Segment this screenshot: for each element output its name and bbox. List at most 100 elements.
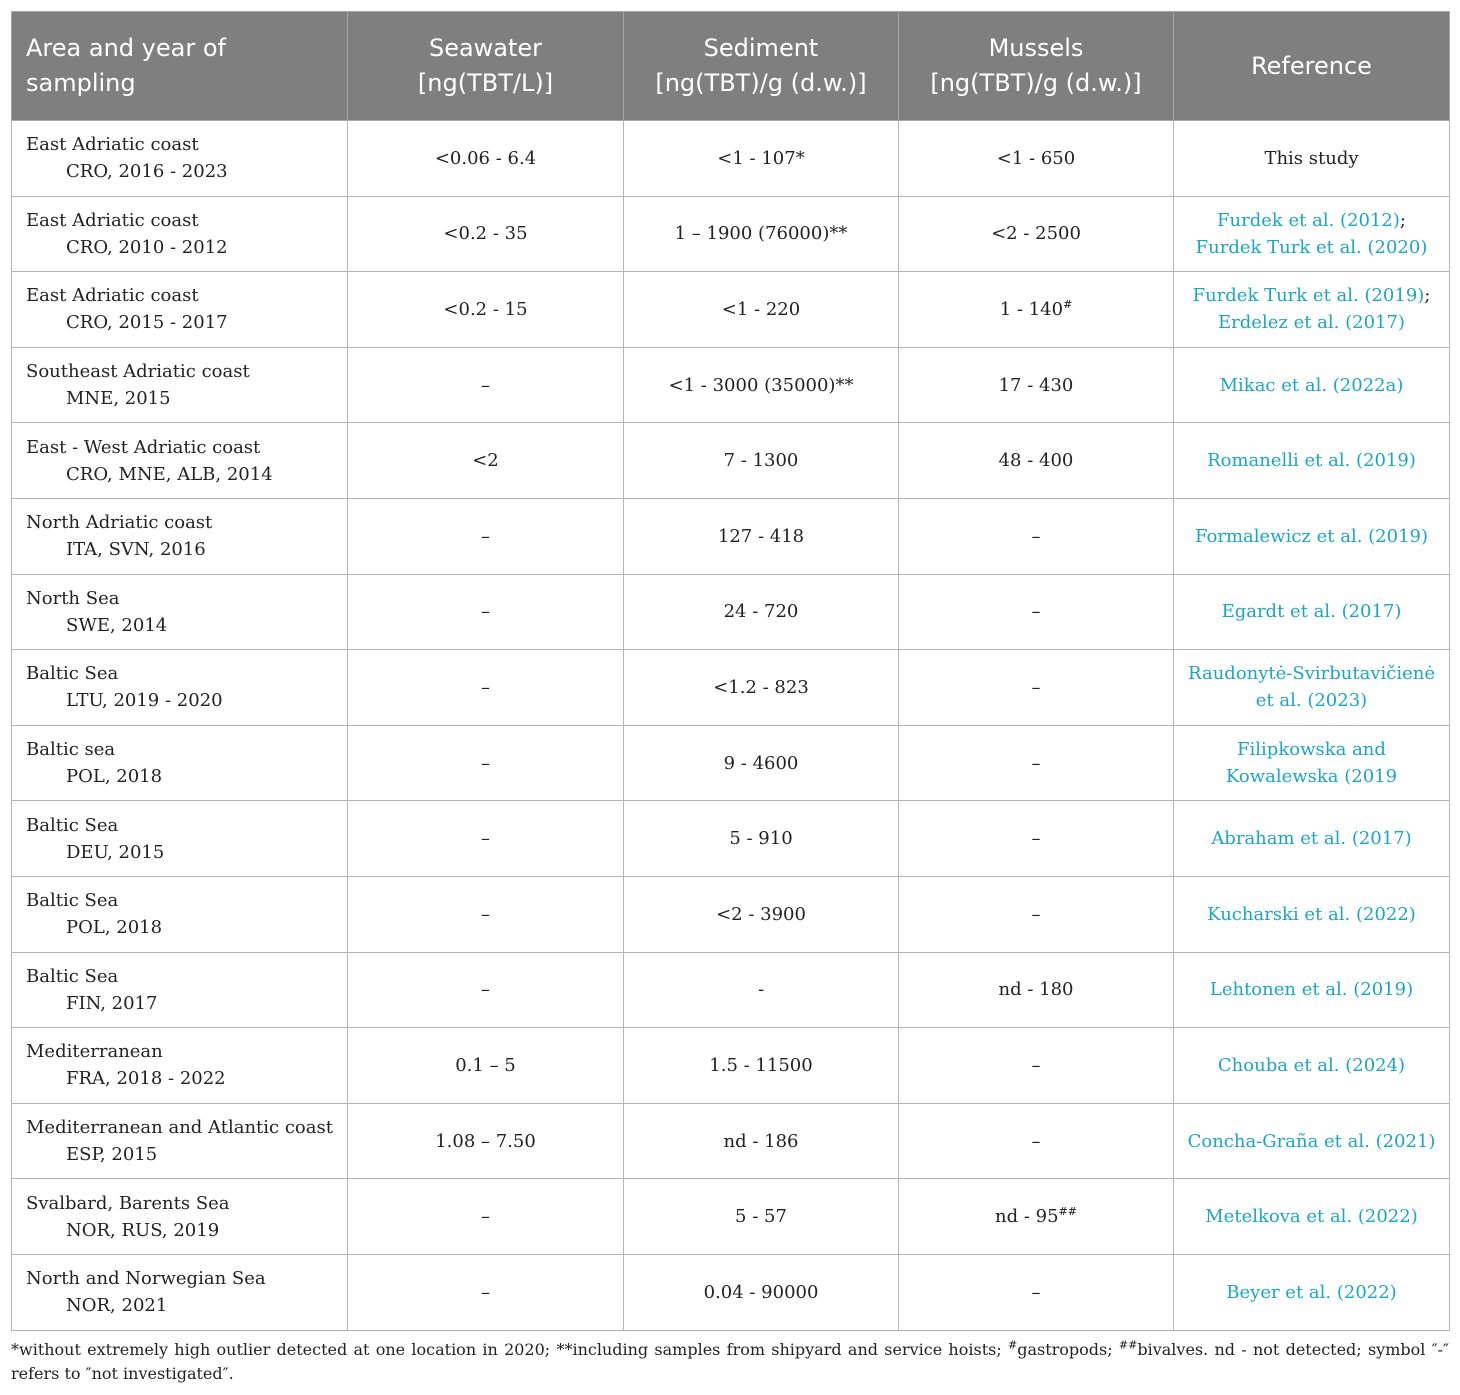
table-row: North and Norwegian Sea NOR, 2021 –0.04 - …: [11, 1253, 1450, 1331]
reference-link[interactable]: Egardt et al. (2017): [1221, 601, 1402, 623]
cell-mussels: –: [898, 724, 1174, 802]
cell-area: Baltic sea POL, 2018: [11, 724, 348, 802]
cell-mussels: nd - 180: [898, 951, 1174, 1029]
cell-seawater: 1.08 – 7.50: [347, 1102, 624, 1180]
area-country-year: FIN, 2017: [66, 992, 158, 1014]
area-name: Baltic Sea: [26, 890, 119, 912]
cell-reference: Romanelli et al. (2019): [1173, 422, 1450, 499]
cell-mussels: 1 - 140#: [898, 271, 1174, 348]
cell-area: North and Norwegian Sea NOR, 2021: [11, 1253, 348, 1331]
cell-sediment: 0.04 - 90000: [623, 1253, 899, 1331]
reference-link-secondary[interactable]: Erdelez et al. (2017): [1218, 312, 1405, 334]
table-row: Mediterranean and Atlantic coast ESP, 201…: [11, 1102, 1450, 1180]
reference-link[interactable]: Romanelli et al. (2019): [1207, 450, 1416, 472]
cell-reference: Chouba et al. (2024): [1173, 1027, 1450, 1104]
cell-mussels: –: [898, 875, 1174, 953]
cell-reference: Furdek et al. (2012); Furdek Turk et al.…: [1173, 195, 1450, 273]
area-name: North and Norwegian Sea: [26, 1268, 266, 1290]
reference-separator: ;: [1424, 285, 1431, 307]
cell-area: Baltic Sea FIN, 2017: [11, 951, 348, 1029]
area-country-year: POL, 2018: [66, 917, 163, 939]
cell-mussels: –: [898, 800, 1174, 877]
cell-sediment: <1.2 - 823: [623, 649, 899, 726]
table-row: Baltic sea POL, 2018 –9 - 4600– Filipkowska…: [11, 724, 1450, 802]
reference-link[interactable]: Concha-Graña et al. (2021): [1187, 1130, 1436, 1152]
cell-reference: Abraham et al. (2017): [1173, 800, 1450, 877]
cell-area: Baltic Sea LTU, 2019 - 2020: [11, 649, 348, 726]
cell-sediment: <1 - 3000 (35000)**: [623, 346, 899, 424]
table-row: East Adriatic coast CRO, 2010 - 2012 <0.2 …: [11, 195, 1450, 273]
area-country-year: CRO, 2010 - 2012: [66, 236, 228, 258]
cell-reference: Concha-Graña et al. (2021): [1173, 1102, 1450, 1180]
table-body: East Adriatic coast CRO, 2016 - 2023 <0.06…: [11, 120, 1450, 1331]
area-country-year: DEU, 2015: [66, 841, 165, 863]
area-name: North Sea: [26, 587, 120, 609]
reference-link[interactable]: Mikac et al. (2022a): [1219, 374, 1404, 396]
reference-link: This study: [1264, 147, 1359, 169]
cell-area: North Adriatic coast ITA, SVN, 2016: [11, 497, 348, 575]
cell-seawater: –: [347, 1253, 624, 1331]
area-country-year: FRA, 2018 - 2022: [66, 1068, 226, 1090]
cell-reference: Filipkowska and Kowalewska (2019: [1173, 724, 1450, 802]
cell-sediment: <2 - 3900: [623, 875, 899, 953]
reference-link[interactable]: Furdek et al. (2012): [1217, 209, 1400, 231]
cell-sediment: <1 - 220: [623, 271, 899, 348]
cell-area: North Sea SWE, 2014: [11, 573, 348, 651]
cell-seawater: <0.2 - 35: [347, 195, 624, 273]
table-header: Area and year of sampling Seawater [ng(TB…: [11, 11, 1450, 121]
table-row: East - West Adriatic coast CRO, MNE, ALB,…: [11, 422, 1450, 499]
cell-seawater: –: [347, 724, 624, 802]
table-row: Mediterranean FRA, 2018 - 2022 0.1 – 5 1.5 …: [11, 1027, 1450, 1104]
cell-area: Mediterranean and Atlantic coast ESP, 201…: [11, 1102, 348, 1180]
cell-sediment: nd - 186: [623, 1102, 899, 1180]
cell-reference: Formalewicz et al. (2019): [1173, 497, 1450, 575]
comparison-table-container: Area and year of sampling Seawater [ng(TB…: [11, 11, 1450, 1331]
area-name: East - West Adriatic coast: [26, 436, 261, 458]
cell-seawater: –: [347, 875, 624, 953]
area-country-year: CRO, MNE, ALB, 2014: [66, 463, 273, 485]
reference-link[interactable]: Lehtonen et al. (2019): [1209, 979, 1414, 1001]
cell-area: East Adriatic coast CRO, 2016 - 2023: [11, 120, 348, 197]
area-country-year: MNE, 2015: [66, 388, 171, 410]
area-country-year: NOR, 2021: [66, 1295, 168, 1317]
cell-sediment: 5 - 910: [623, 800, 899, 877]
tbt-comparison-table: Area and year of sampling Seawater [ng(TB…: [11, 11, 1450, 1331]
reference-link[interactable]: Kucharski et al. (2022): [1207, 903, 1416, 925]
cell-mussels: –: [898, 1027, 1174, 1104]
table-row: East Adriatic coast CRO, 2015 - 2017 <0.2 …: [11, 271, 1450, 348]
cell-reference: Lehtonen et al. (2019): [1173, 951, 1450, 1029]
cell-seawater: –: [347, 800, 624, 877]
area-country-year: CRO, 2016 - 2023: [66, 161, 228, 183]
reference-link[interactable]: Raudonytė-Svirbutavičienė et al. (2023): [1188, 663, 1435, 712]
reference-link[interactable]: Filipkowska and Kowalewska (2019: [1225, 739, 1398, 788]
area-country-year: CRO, 2015 - 2017: [66, 312, 228, 334]
area-name: East Adriatic coast: [26, 209, 199, 231]
reference-separator: ;: [1399, 209, 1406, 231]
table-row: Southeast Adriatic coast MNE, 2015 – <1 - 3…: [11, 346, 1450, 424]
cell-area: Baltic Sea POL, 2018: [11, 875, 348, 953]
cell-reference: This study: [1173, 120, 1450, 197]
cell-area: Baltic Sea DEU, 2015: [11, 800, 348, 877]
cell-mussels: <2 - 2500: [898, 195, 1174, 273]
cell-sediment: <1 - 107*: [623, 120, 899, 197]
table-row: North Sea SWE, 2014 –24 - 720– Egardt et al…: [11, 573, 1450, 651]
cell-area: Svalbard, Barents Sea NOR, RUS, 2019: [11, 1178, 348, 1255]
reference-link-secondary[interactable]: Furdek Turk et al. (2020): [1195, 236, 1428, 258]
reference-link[interactable]: Beyer et al. (2022): [1226, 1281, 1397, 1303]
table-row: Svalbard, Barents Sea NOR, RUS, 2019 –5 - …: [11, 1178, 1450, 1255]
reference-link[interactable]: Metelkova et al. (2022): [1205, 1206, 1418, 1228]
cell-sediment: 5 - 57: [623, 1178, 899, 1255]
area-name: Southeast Adriatic coast: [26, 361, 250, 383]
cell-mussels: <1 - 650: [898, 120, 1174, 197]
reference-link[interactable]: Furdek Turk et al. (2019): [1192, 285, 1425, 307]
cell-seawater: –: [347, 573, 624, 651]
cell-mussels: –: [898, 573, 1174, 651]
reference-link[interactable]: Formalewicz et al. (2019): [1195, 525, 1428, 547]
reference-link[interactable]: Abraham et al. (2017): [1211, 828, 1412, 850]
cell-seawater: <0.06 - 6.4: [347, 120, 624, 197]
reference-link[interactable]: Chouba et al. (2024): [1217, 1054, 1406, 1076]
cell-seawater: –: [347, 346, 624, 424]
cell-area: East - West Adriatic coast CRO, MNE, ALB,…: [11, 422, 348, 499]
cell-reference: Furdek Turk et al. (2019); Erdelez et al…: [1173, 271, 1450, 348]
cell-sediment: 24 - 720: [623, 573, 899, 651]
